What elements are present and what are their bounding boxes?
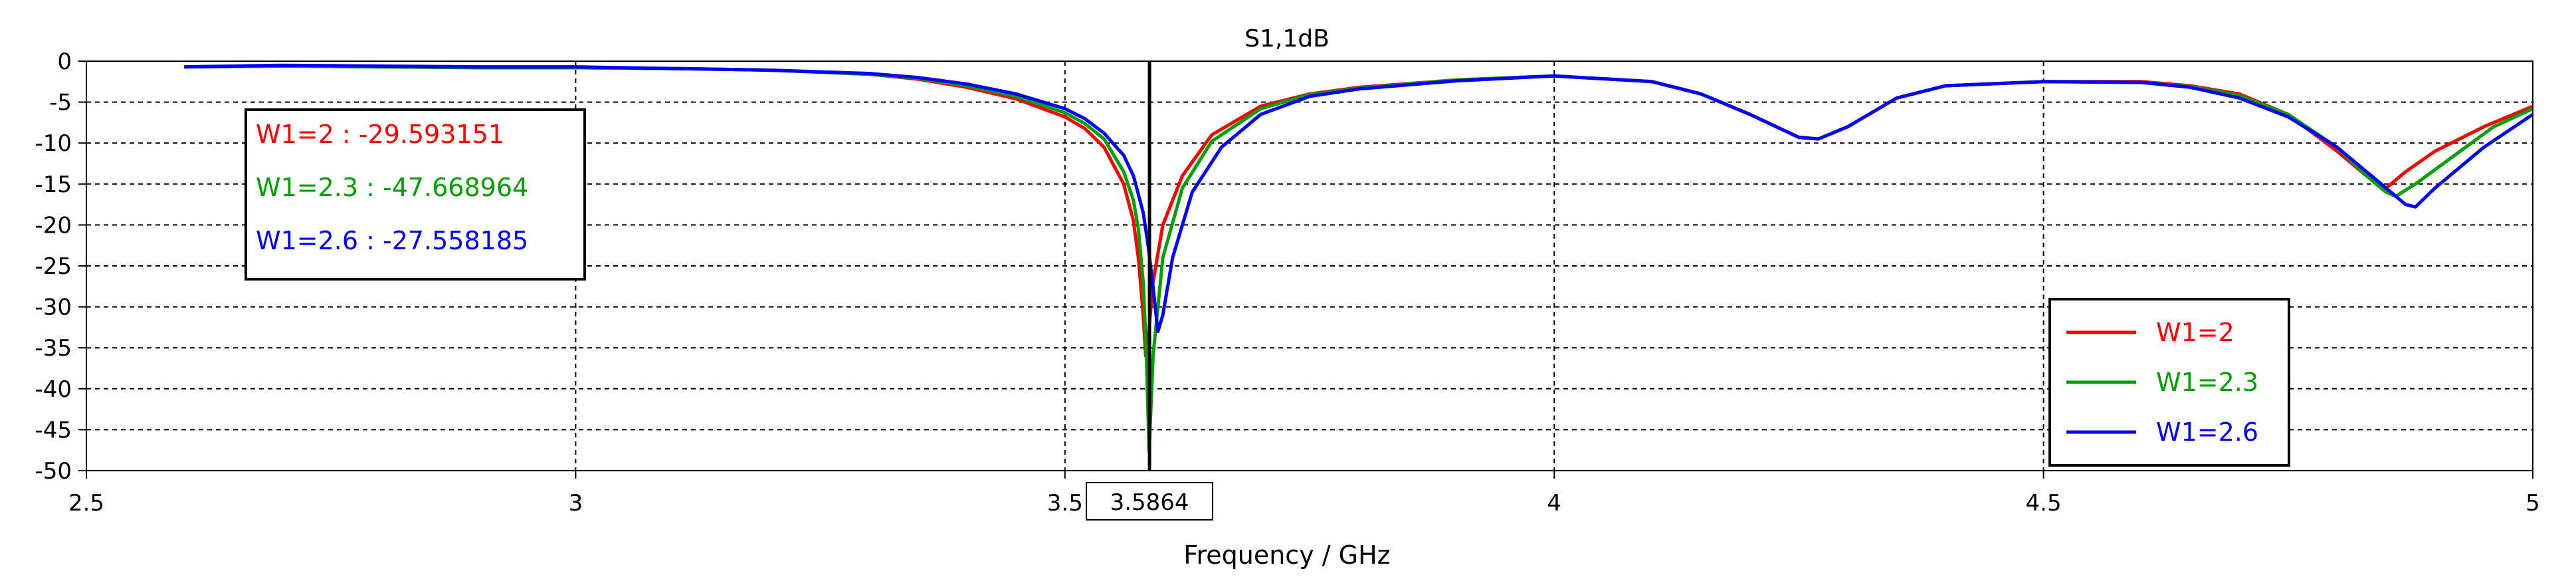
y-tick-label: -40 bbox=[35, 376, 72, 403]
y-tick-label: -50 bbox=[35, 458, 72, 485]
plot-frame bbox=[86, 60, 2533, 471]
x-tick-label: 5 bbox=[2526, 490, 2540, 517]
y-axis-ticks: 0 -5 -10 -15 -20 -25 -30 -35 -40 -45 -50 bbox=[35, 49, 86, 485]
y-tick-label: -25 bbox=[35, 253, 72, 280]
x-tick-label: 2.5 bbox=[68, 490, 104, 517]
y-tick-label: 0 bbox=[57, 49, 72, 75]
x-tick-label: 3.5 bbox=[1047, 490, 1083, 517]
frequency-marker-label: 3.5864 bbox=[1110, 489, 1189, 516]
annotation-w1-2.3: W1=2.3 : -47.668964 bbox=[256, 173, 528, 202]
y-tick-label: -35 bbox=[35, 335, 72, 362]
y-tick-label: -30 bbox=[35, 294, 72, 321]
legend-label-w1-2.6: W1=2.6 bbox=[2156, 417, 2258, 447]
chart-title: S1,1dB bbox=[1244, 25, 1330, 53]
y-tick-label: -10 bbox=[35, 130, 72, 157]
legend: W1=2 W1=2.3 W1=2.6 bbox=[2048, 298, 2290, 467]
y-tick-label: -15 bbox=[35, 172, 72, 198]
legend-label-w1-2: W1=2 bbox=[2156, 318, 2234, 347]
legend-label-w1-2.3: W1=2.3 bbox=[2156, 368, 2258, 397]
annotation-w1-2: W1=2 : -29.593151 bbox=[256, 120, 504, 149]
series-lines bbox=[184, 63, 2534, 454]
annotation-w1-2.6: W1=2.6 : -27.558185 bbox=[256, 226, 528, 255]
x-axis-ticks: 2.5 3 3.5 4 4.5 5 bbox=[68, 471, 2540, 517]
y-tick-label: -45 bbox=[35, 417, 72, 443]
y-tick-label: -20 bbox=[35, 212, 72, 239]
frequency-marker-label-box bbox=[1086, 482, 1214, 521]
y-tick-label: -5 bbox=[49, 90, 72, 116]
series-line-w1=2.6 bbox=[184, 63, 2534, 334]
x-tick-label: 4 bbox=[1547, 490, 1561, 517]
x-axis-label: Frequency / GHz bbox=[1183, 540, 1390, 570]
x-tick-label: 4.5 bbox=[2026, 490, 2062, 517]
x-tick-label: 3 bbox=[569, 490, 583, 517]
marker-annotation-box: W1=2 : -29.593151 W1=2.3 : -47.668964 W1… bbox=[245, 108, 586, 281]
